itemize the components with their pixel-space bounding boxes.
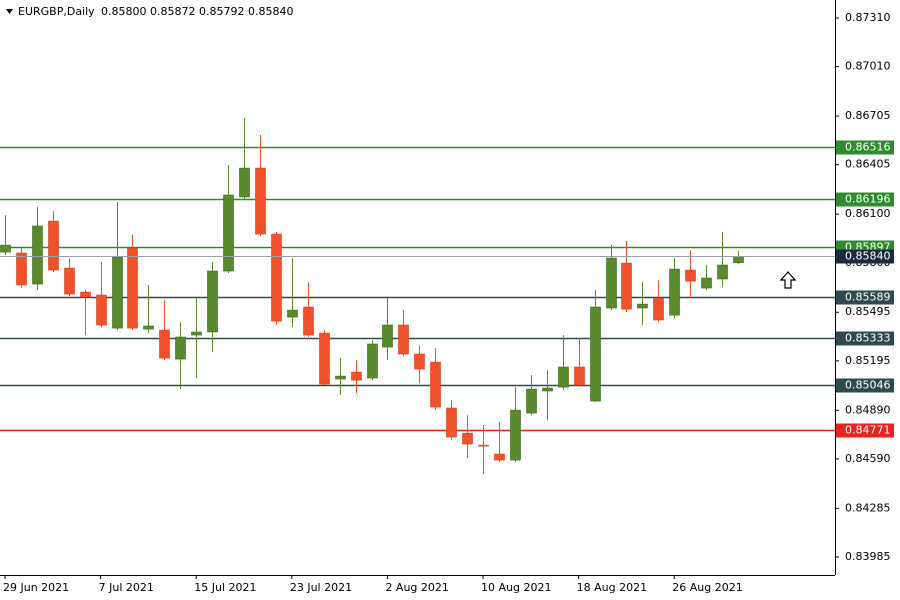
candle-body bbox=[127, 247, 138, 329]
candle-body bbox=[446, 407, 457, 438]
candle-body bbox=[367, 343, 378, 379]
x-tick-label: 7 Jul 2021 bbox=[99, 581, 154, 594]
candle-body bbox=[637, 303, 648, 309]
candle-body bbox=[462, 432, 473, 445]
price-level-label: 0.86516 bbox=[845, 141, 891, 154]
candle-body bbox=[112, 256, 123, 329]
candle-body bbox=[96, 294, 107, 326]
y-tick-label: 0.87010 bbox=[845, 60, 891, 73]
y-tick-label: 0.84590 bbox=[845, 452, 891, 465]
header-quote: 0.85800 0.85872 0.85792 0.85840 bbox=[101, 5, 294, 18]
price-level-label: 0.86196 bbox=[845, 193, 891, 206]
y-tick-label: 0.86405 bbox=[845, 158, 891, 171]
candle-body bbox=[175, 336, 186, 360]
price-level-tag bbox=[836, 192, 894, 207]
candle-body bbox=[16, 252, 27, 286]
menu-arrow[interactable] bbox=[6, 9, 13, 14]
x-tick-label: 29 Jun 2021 bbox=[3, 581, 69, 594]
candle-body bbox=[303, 306, 314, 336]
x-tick-label: 15 Jul 2021 bbox=[194, 581, 256, 594]
price-level-tag bbox=[836, 378, 894, 393]
header-quote-value: 0.85872 bbox=[150, 5, 196, 18]
header-quote-value: 0.85840 bbox=[248, 5, 294, 18]
candle-body bbox=[717, 264, 728, 280]
x-tick-label: 23 Jul 2021 bbox=[290, 581, 352, 594]
candle-body bbox=[685, 269, 696, 282]
candle-body bbox=[48, 220, 59, 271]
buy-arrow-icon bbox=[779, 271, 797, 289]
candle-body bbox=[590, 306, 601, 402]
candle-body bbox=[526, 388, 537, 414]
candle-body bbox=[335, 375, 346, 380]
candle-body bbox=[669, 268, 680, 316]
x-tick-label: 2 Aug 2021 bbox=[385, 581, 448, 594]
candle-body bbox=[271, 233, 282, 322]
chart-title: EURGBP,Daily bbox=[18, 5, 95, 18]
y-tick-label: 0.85495 bbox=[845, 305, 891, 318]
candle-body bbox=[0, 244, 11, 253]
price-level-label: 0.85333 bbox=[845, 332, 891, 345]
candle-body bbox=[239, 167, 250, 198]
candle-body bbox=[223, 194, 234, 272]
y-tick-label: 0.84890 bbox=[845, 403, 891, 416]
price-level-tag bbox=[836, 290, 894, 305]
y-tick-label: 0.86705 bbox=[845, 109, 891, 122]
candle-body bbox=[478, 444, 489, 447]
x-tick-label: 18 Aug 2021 bbox=[577, 581, 647, 594]
candle-body bbox=[287, 309, 298, 318]
price-level-label: 0.85840 bbox=[845, 250, 891, 263]
candle-body bbox=[574, 366, 585, 386]
candle-body bbox=[558, 366, 569, 388]
candle-body bbox=[143, 325, 154, 330]
candle-body bbox=[80, 291, 91, 298]
candle-body bbox=[382, 324, 393, 348]
candle-body bbox=[398, 324, 409, 355]
header-quote-value: 0.85800 bbox=[101, 5, 147, 18]
y-tick-label: 0.83985 bbox=[845, 550, 891, 563]
candle-body bbox=[207, 270, 218, 333]
x-tick-label: 26 Aug 2021 bbox=[672, 581, 742, 594]
y-tick-label: 0.85195 bbox=[845, 354, 891, 367]
candle-body bbox=[414, 353, 425, 370]
candle-body bbox=[159, 329, 170, 359]
candle-body bbox=[606, 257, 617, 309]
header-quote-value: 0.85792 bbox=[199, 5, 245, 18]
y-tick-label: 0.87310 bbox=[845, 11, 891, 24]
candle-body bbox=[701, 277, 712, 289]
candle-body bbox=[32, 225, 43, 285]
y-tick-label: 0.84285 bbox=[845, 501, 891, 514]
y-tick-label: 0.86100 bbox=[845, 207, 891, 220]
candle-body bbox=[351, 371, 362, 381]
candle-body bbox=[494, 453, 505, 461]
candle-body bbox=[255, 167, 266, 235]
price-level-label: 0.85046 bbox=[845, 379, 891, 392]
candle-body bbox=[733, 255, 744, 264]
price-level-tag bbox=[836, 423, 894, 438]
candle-body bbox=[319, 332, 330, 385]
candle-body bbox=[510, 409, 521, 461]
candle-body bbox=[191, 331, 202, 336]
price-level-tag bbox=[836, 331, 894, 346]
price-level-tag bbox=[836, 140, 894, 155]
x-tick-label: 10 Aug 2021 bbox=[481, 581, 551, 594]
price-level-label: 0.85589 bbox=[845, 291, 891, 304]
price-level-label: 0.84771 bbox=[845, 424, 891, 437]
candle-body bbox=[430, 361, 441, 408]
price-level-tag bbox=[836, 249, 894, 264]
candle-body bbox=[542, 387, 553, 392]
candle-body bbox=[621, 262, 632, 310]
candle-body bbox=[64, 267, 75, 295]
candle-body bbox=[653, 297, 664, 321]
